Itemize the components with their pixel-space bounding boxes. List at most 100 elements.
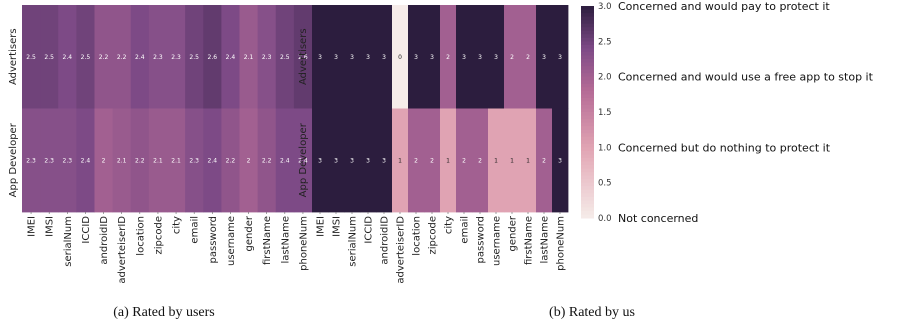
colorbar-category-label: Concerned and would pay to protect it bbox=[618, 0, 830, 13]
colorbar-segment bbox=[581, 179, 594, 183]
x-tick-label: city bbox=[444, 216, 455, 234]
cell-value-label: 2.4 bbox=[208, 157, 218, 164]
colorbar-segment bbox=[581, 20, 594, 24]
cell-value-label: 2.4 bbox=[135, 54, 145, 61]
caption-b: (b) Rated by us bbox=[549, 305, 635, 320]
cell-value-label: 3 bbox=[382, 157, 386, 164]
colorbar-segment bbox=[581, 172, 594, 176]
x-tick-label: zipcode bbox=[153, 216, 164, 255]
cell-value-label: 3 bbox=[542, 54, 546, 61]
cell-value-label: 2.3 bbox=[63, 157, 73, 164]
cell-value-label: 2.3 bbox=[171, 54, 181, 61]
colorbar-segment bbox=[581, 94, 594, 98]
cell-value-label: 1 bbox=[510, 157, 514, 164]
cell-value-label: 2.2 bbox=[226, 157, 236, 164]
colorbar-segment bbox=[581, 147, 594, 151]
cell-value-label: 2 bbox=[446, 54, 450, 61]
cell-value-label: 2.5 bbox=[81, 54, 91, 61]
colorbar-segment bbox=[581, 84, 594, 88]
colorbar-segment bbox=[581, 59, 594, 63]
colorbar-segment bbox=[581, 41, 594, 45]
x-tick-label: IMSI bbox=[45, 216, 56, 237]
x-tick-label: email bbox=[190, 216, 201, 244]
colorbar-segment bbox=[581, 91, 594, 95]
colorbar-segment bbox=[581, 6, 594, 10]
colorbar-segment bbox=[581, 204, 594, 208]
colorbar-segment bbox=[581, 197, 594, 201]
x-tick-label: serialNum bbox=[348, 216, 359, 267]
colorbar-segment bbox=[581, 126, 594, 130]
colorbar-segment bbox=[581, 186, 594, 190]
cell-value-label: 0 bbox=[398, 54, 402, 61]
colorbar-segment bbox=[581, 176, 594, 180]
x-tick-label: phoneNum bbox=[556, 216, 567, 271]
cell-value-label: 2.1 bbox=[117, 157, 127, 164]
colorbar-segment bbox=[581, 158, 594, 162]
cell-value-label: 3 bbox=[366, 54, 370, 61]
x-tick-label: ICCID bbox=[81, 216, 92, 244]
colorbar-segment bbox=[581, 52, 594, 56]
y-tick-label: Advertisers bbox=[298, 28, 309, 85]
cell-value-label: 2 bbox=[510, 54, 514, 61]
cell-value-label: 3 bbox=[318, 54, 322, 61]
x-tick-label: phoneNum bbox=[298, 216, 309, 271]
colorbar-segment bbox=[581, 63, 594, 67]
x-tick-label: location bbox=[135, 216, 146, 256]
cell-value-label: 3 bbox=[558, 54, 562, 61]
colorbar-segment bbox=[581, 169, 594, 173]
y-tick-label: App Developer bbox=[298, 122, 309, 197]
cell-value-label: 3 bbox=[478, 54, 482, 61]
cell-value-label: 2.6 bbox=[208, 54, 218, 61]
colorbar-segment bbox=[581, 13, 594, 17]
x-tick-label: username bbox=[492, 216, 503, 266]
cell-value-label: 2.4 bbox=[226, 54, 236, 61]
cell-value-label: 2 bbox=[526, 54, 530, 61]
x-tick-label: city bbox=[172, 216, 183, 234]
colorbar-segment bbox=[581, 98, 594, 102]
x-tick-label: lastName bbox=[540, 216, 551, 264]
colorbar-segment bbox=[581, 193, 594, 197]
cell-value-label: 2.2 bbox=[99, 54, 109, 61]
colorbar-segment bbox=[581, 183, 594, 187]
cell-value-label: 3 bbox=[494, 54, 498, 61]
colorbar-category-label: Concerned but do nothing to protect it bbox=[618, 141, 831, 154]
x-tick-label: androidID bbox=[380, 216, 391, 265]
x-tick-label: firstName bbox=[262, 216, 273, 265]
cell-value-label: 3 bbox=[558, 157, 562, 164]
colorbar-tick-label: 2.5 bbox=[598, 37, 612, 47]
cell-value-label: 2 bbox=[462, 157, 466, 164]
cell-value-label: 3 bbox=[366, 157, 370, 164]
cell-value-label: 1 bbox=[526, 157, 530, 164]
colorbar-segment bbox=[581, 151, 594, 155]
colorbar-segment bbox=[581, 144, 594, 148]
cell-value-label: 1 bbox=[446, 157, 450, 164]
x-tick-label: ICCID bbox=[364, 216, 375, 244]
x-tick-label: location bbox=[412, 216, 423, 256]
colorbar-tick-label: 1.5 bbox=[598, 108, 612, 118]
colorbar-segment bbox=[581, 119, 594, 123]
cell-value-label: 2 bbox=[414, 157, 418, 164]
colorbar: 0.0 0.5 1.0 1.5 2.0 2.5 3.0 Concerned and would… bbox=[581, 0, 874, 225]
cell-value-label: 3 bbox=[414, 54, 418, 61]
cell-value-label: 2.3 bbox=[262, 54, 272, 61]
colorbar-segment bbox=[581, 112, 594, 116]
colorbar-segment bbox=[581, 207, 594, 211]
x-tick-label: IMSI bbox=[332, 216, 343, 237]
x-tick-label: IMEI bbox=[316, 216, 327, 237]
cell-value-label: 2 bbox=[430, 157, 434, 164]
colorbar-segment bbox=[581, 211, 594, 215]
caption-a: (a) Rated by users bbox=[113, 305, 214, 320]
x-tick-label: email bbox=[460, 216, 471, 244]
colorbar-segment bbox=[581, 10, 594, 14]
colorbar-tick-label: 0.0 bbox=[598, 214, 612, 224]
cell-value-label: 3 bbox=[318, 157, 322, 164]
colorbar-segment bbox=[581, 101, 594, 105]
colorbar-segment bbox=[581, 140, 594, 144]
colorbar-segment bbox=[581, 165, 594, 169]
colorbar-segment bbox=[581, 123, 594, 127]
cell-value-label: 2.5 bbox=[189, 54, 199, 61]
x-tick-label: lastName bbox=[280, 216, 291, 264]
colorbar-segment bbox=[581, 70, 594, 74]
colorbar-segment bbox=[581, 55, 594, 59]
cell-value-label: 2.3 bbox=[26, 157, 36, 164]
